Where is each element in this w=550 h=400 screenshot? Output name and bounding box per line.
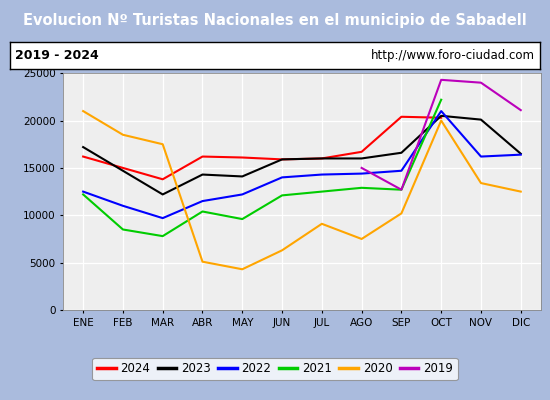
- Text: Evolucion Nº Turistas Nacionales en el municipio de Sabadell: Evolucion Nº Turistas Nacionales en el m…: [23, 14, 527, 28]
- Legend: 2024, 2023, 2022, 2021, 2020, 2019: 2024, 2023, 2022, 2021, 2020, 2019: [92, 358, 458, 380]
- Text: 2019 - 2024: 2019 - 2024: [15, 49, 99, 62]
- Text: http://www.foro-ciudad.com: http://www.foro-ciudad.com: [371, 49, 535, 62]
